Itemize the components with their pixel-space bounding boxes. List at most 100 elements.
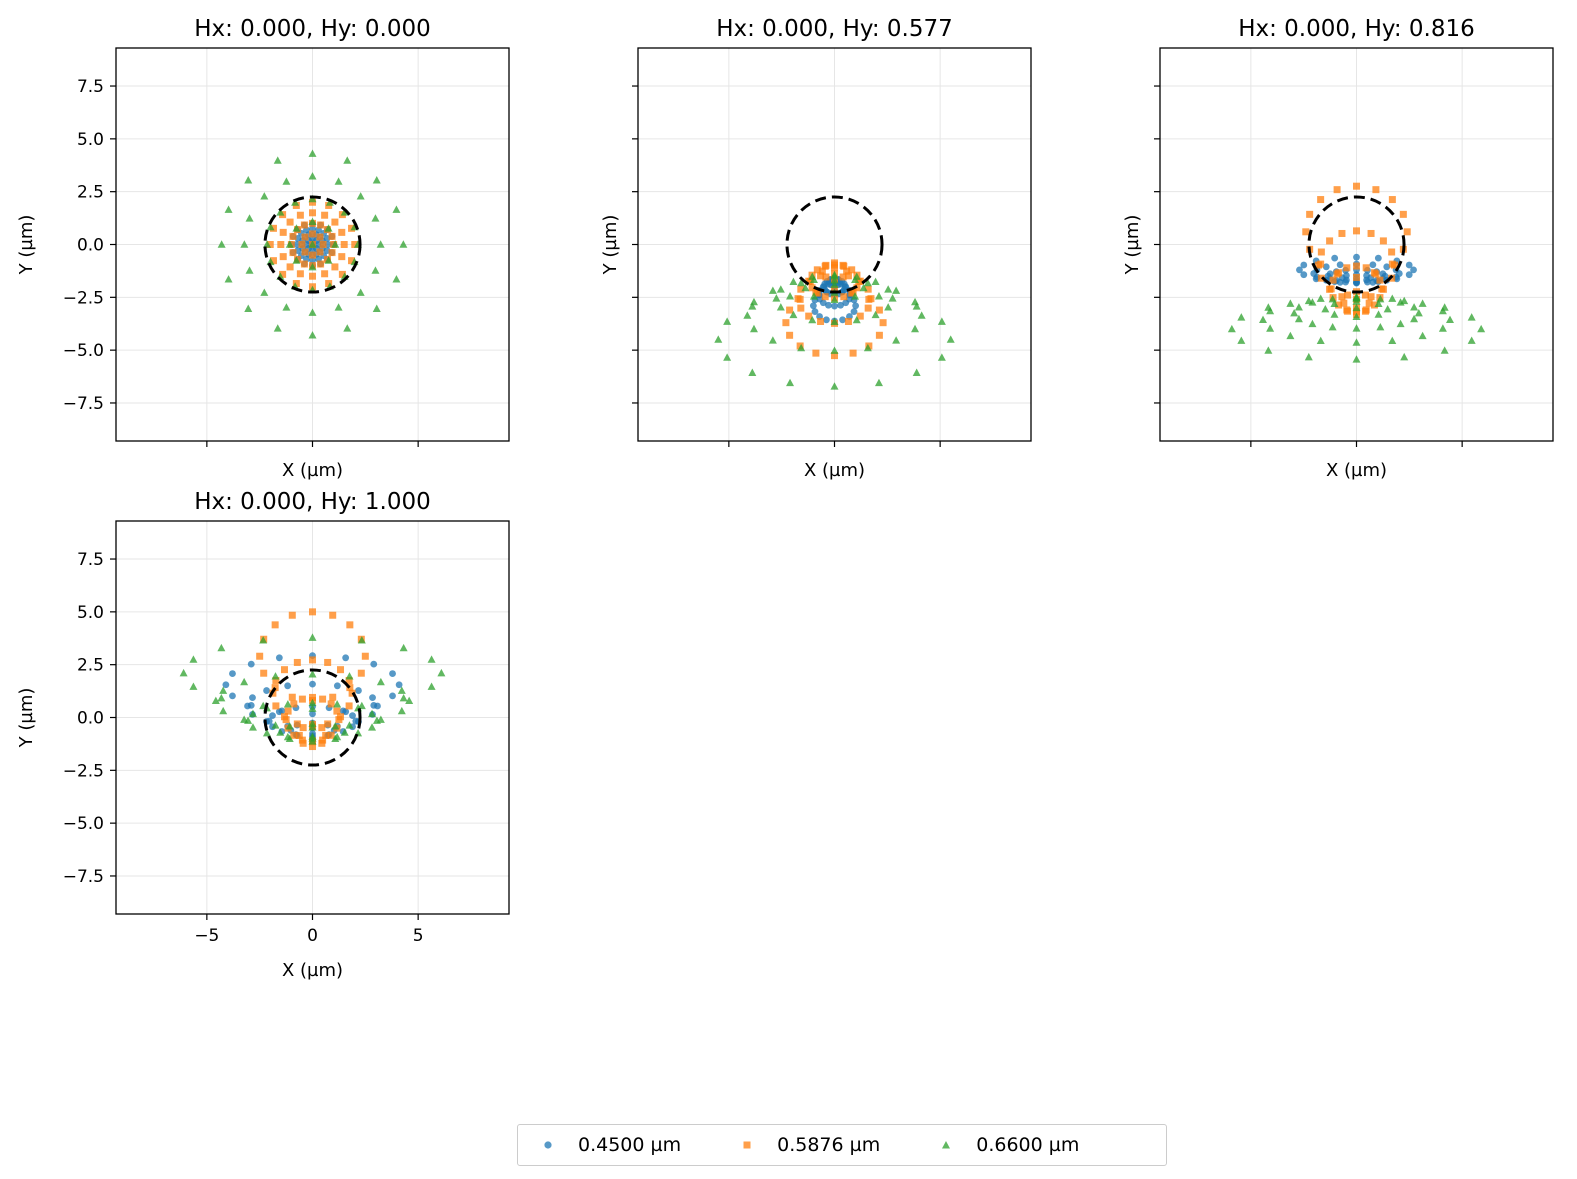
data-point-square — [875, 306, 883, 314]
data-point-triangle — [324, 224, 333, 232]
data-point-triangle — [427, 655, 436, 663]
data-point-square — [797, 304, 805, 312]
data-point-triangle — [1304, 296, 1313, 305]
data-point-triangle — [884, 303, 893, 311]
data-point-circle — [852, 302, 860, 310]
airy-disk-circle — [1307, 195, 1406, 294]
data-point-square — [1317, 260, 1325, 268]
data-point-square — [865, 295, 873, 303]
data-point-triangle — [271, 672, 280, 680]
data-point-triangle — [271, 721, 280, 729]
data-point-square — [813, 266, 821, 274]
data-point-square — [817, 317, 825, 325]
data-point-triangle — [211, 696, 220, 705]
data-point-triangle — [1237, 313, 1246, 321]
data-point-triangle — [371, 214, 380, 222]
data-point-square — [296, 211, 304, 219]
data-point-square — [821, 293, 829, 301]
data-point-triangle — [786, 292, 795, 300]
data-point-triangle — [743, 311, 752, 319]
x-axis-label: X (µm) — [282, 460, 343, 481]
data-point-triangle — [282, 177, 291, 185]
data-point-triangle — [333, 700, 342, 708]
data-point-triangle — [1477, 324, 1486, 333]
data-point-circle — [247, 701, 255, 709]
y-tick-label: −2.5 — [63, 288, 104, 308]
data-point-circle — [1312, 275, 1320, 283]
data-point-square — [271, 684, 279, 692]
x-axis-label: X (µm) — [1326, 460, 1387, 481]
data-point-circle — [1369, 261, 1377, 269]
data-point-triangle — [368, 709, 377, 718]
data-point-square — [1343, 264, 1351, 272]
data-point-square — [1372, 270, 1380, 278]
data-point-triangle — [1467, 313, 1476, 321]
data-point-square — [1353, 227, 1360, 235]
data-point-triangle — [224, 205, 233, 213]
y-tick-label: 0.0 — [77, 709, 104, 729]
subplot-title: Hx: 0.000, Hy: 0.577 — [716, 16, 953, 42]
data-point-triangle — [1264, 303, 1273, 311]
data-point-circle — [1393, 275, 1401, 283]
data-point-square — [879, 319, 887, 327]
data-point-triangle — [217, 240, 226, 248]
data-point-square — [338, 253, 346, 261]
data-point-triangle — [852, 315, 861, 324]
data-point-triangle — [1294, 303, 1303, 311]
legend-item-0450: 0.4500 µm — [540, 1134, 681, 1156]
data-point-circle — [809, 302, 817, 310]
data-point-square — [1388, 196, 1396, 204]
data-point-square — [290, 731, 298, 739]
data-point-square — [856, 312, 864, 320]
x-axis-label: X (µm) — [804, 460, 865, 481]
data-point-square — [843, 267, 851, 275]
data-point-square — [266, 241, 274, 248]
data-point-circle — [355, 687, 362, 694]
data-point-triangle — [917, 311, 926, 319]
data-point-square — [316, 248, 324, 256]
data-point-square — [280, 713, 288, 721]
data-point-square — [319, 241, 327, 248]
data-point-square — [1338, 229, 1346, 237]
legend-item-05876: 0.5876 µm — [739, 1134, 880, 1156]
data-point-square — [361, 652, 369, 660]
data-point-square — [286, 218, 294, 226]
data-point-triangle — [345, 721, 354, 729]
data-point-circle — [1369, 278, 1377, 286]
data-point-triangle — [789, 310, 798, 319]
data-point-triangle — [723, 317, 732, 325]
data-point-triangle — [874, 292, 883, 300]
data-point-triangle — [179, 668, 188, 677]
data-point-circle — [309, 680, 316, 688]
data-point-triangle — [871, 310, 880, 319]
data-point-circle — [324, 241, 332, 248]
data-point-triangle — [1400, 352, 1409, 361]
data-point-triangle — [797, 343, 806, 352]
data-point-square — [300, 221, 308, 229]
data-point-square — [786, 331, 794, 339]
data-point-triangle — [1396, 319, 1405, 328]
data-point-square — [1326, 285, 1334, 293]
data-point-square — [848, 266, 856, 274]
data-point-triangle — [324, 256, 333, 264]
y-axis-label: Y (µm) — [600, 215, 621, 276]
data-point-circle — [823, 316, 830, 324]
data-point-triangle — [1352, 338, 1361, 346]
data-point-square — [299, 724, 307, 732]
data-point-square — [345, 702, 353, 710]
data-point-triangle — [1304, 352, 1313, 361]
data-point-triangle — [399, 694, 408, 702]
data-point-triangle — [912, 302, 921, 310]
data-point-circle — [333, 682, 341, 690]
data-point-square — [277, 241, 285, 248]
data-point-circle — [1336, 278, 1344, 286]
data-point-triangle — [334, 303, 343, 311]
data-point-triangle — [884, 285, 893, 293]
data-point-square — [327, 700, 335, 708]
data-point-square — [1343, 306, 1351, 314]
data-point-square — [1388, 248, 1396, 256]
y-tick-label: 7.5 — [77, 550, 104, 570]
spot-points — [179, 608, 446, 767]
data-point-triangle — [262, 729, 271, 737]
data-point-square — [340, 241, 348, 248]
